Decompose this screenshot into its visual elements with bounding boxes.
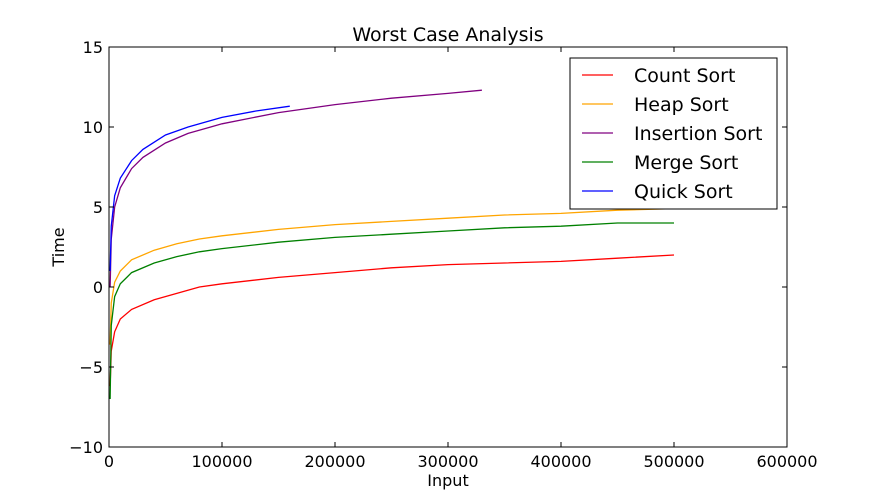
y-axis-title: Time <box>49 227 68 267</box>
series-line-0 <box>109 254 675 387</box>
legend-label: Quick Sort <box>634 181 733 203</box>
legend-label: Merge Sort <box>634 152 738 174</box>
y-tick-label: 10 <box>83 118 103 137</box>
plot-area <box>109 89 675 400</box>
x-tick-label: 100000 <box>191 452 252 471</box>
x-axis-title: Input <box>427 471 468 490</box>
x-tick-label: 600000 <box>756 452 817 471</box>
x-tick-label: 400000 <box>530 452 591 471</box>
series-line-4 <box>109 105 290 272</box>
y-tick-label: −5 <box>79 358 103 377</box>
x-tick-label: 0 <box>104 452 114 471</box>
legend-label: Heap Sort <box>634 94 729 116</box>
y-tick-label: 5 <box>93 198 103 217</box>
x-tick-label: 500000 <box>643 452 704 471</box>
series-line-1 <box>109 207 675 345</box>
x-tick-label: 200000 <box>304 452 365 471</box>
y-tick-label: 15 <box>83 38 103 57</box>
legend: Count Sort Heap Sort Insertion Sort Merge S… <box>569 57 778 210</box>
chart-title: Worst Case Analysis <box>352 24 543 46</box>
axis-ticks: 0 100000 200000 300000 400000 500000 600000 −10… <box>69 38 817 471</box>
legend-label: Insertion Sort <box>634 123 762 145</box>
legend-label: Count Sort <box>634 65 735 87</box>
series-line-2 <box>109 89 482 288</box>
y-tick-label: 0 <box>93 278 103 297</box>
series-line-3 <box>109 222 674 400</box>
y-tick-label: −10 <box>69 438 103 457</box>
x-tick-label: 300000 <box>417 452 478 471</box>
